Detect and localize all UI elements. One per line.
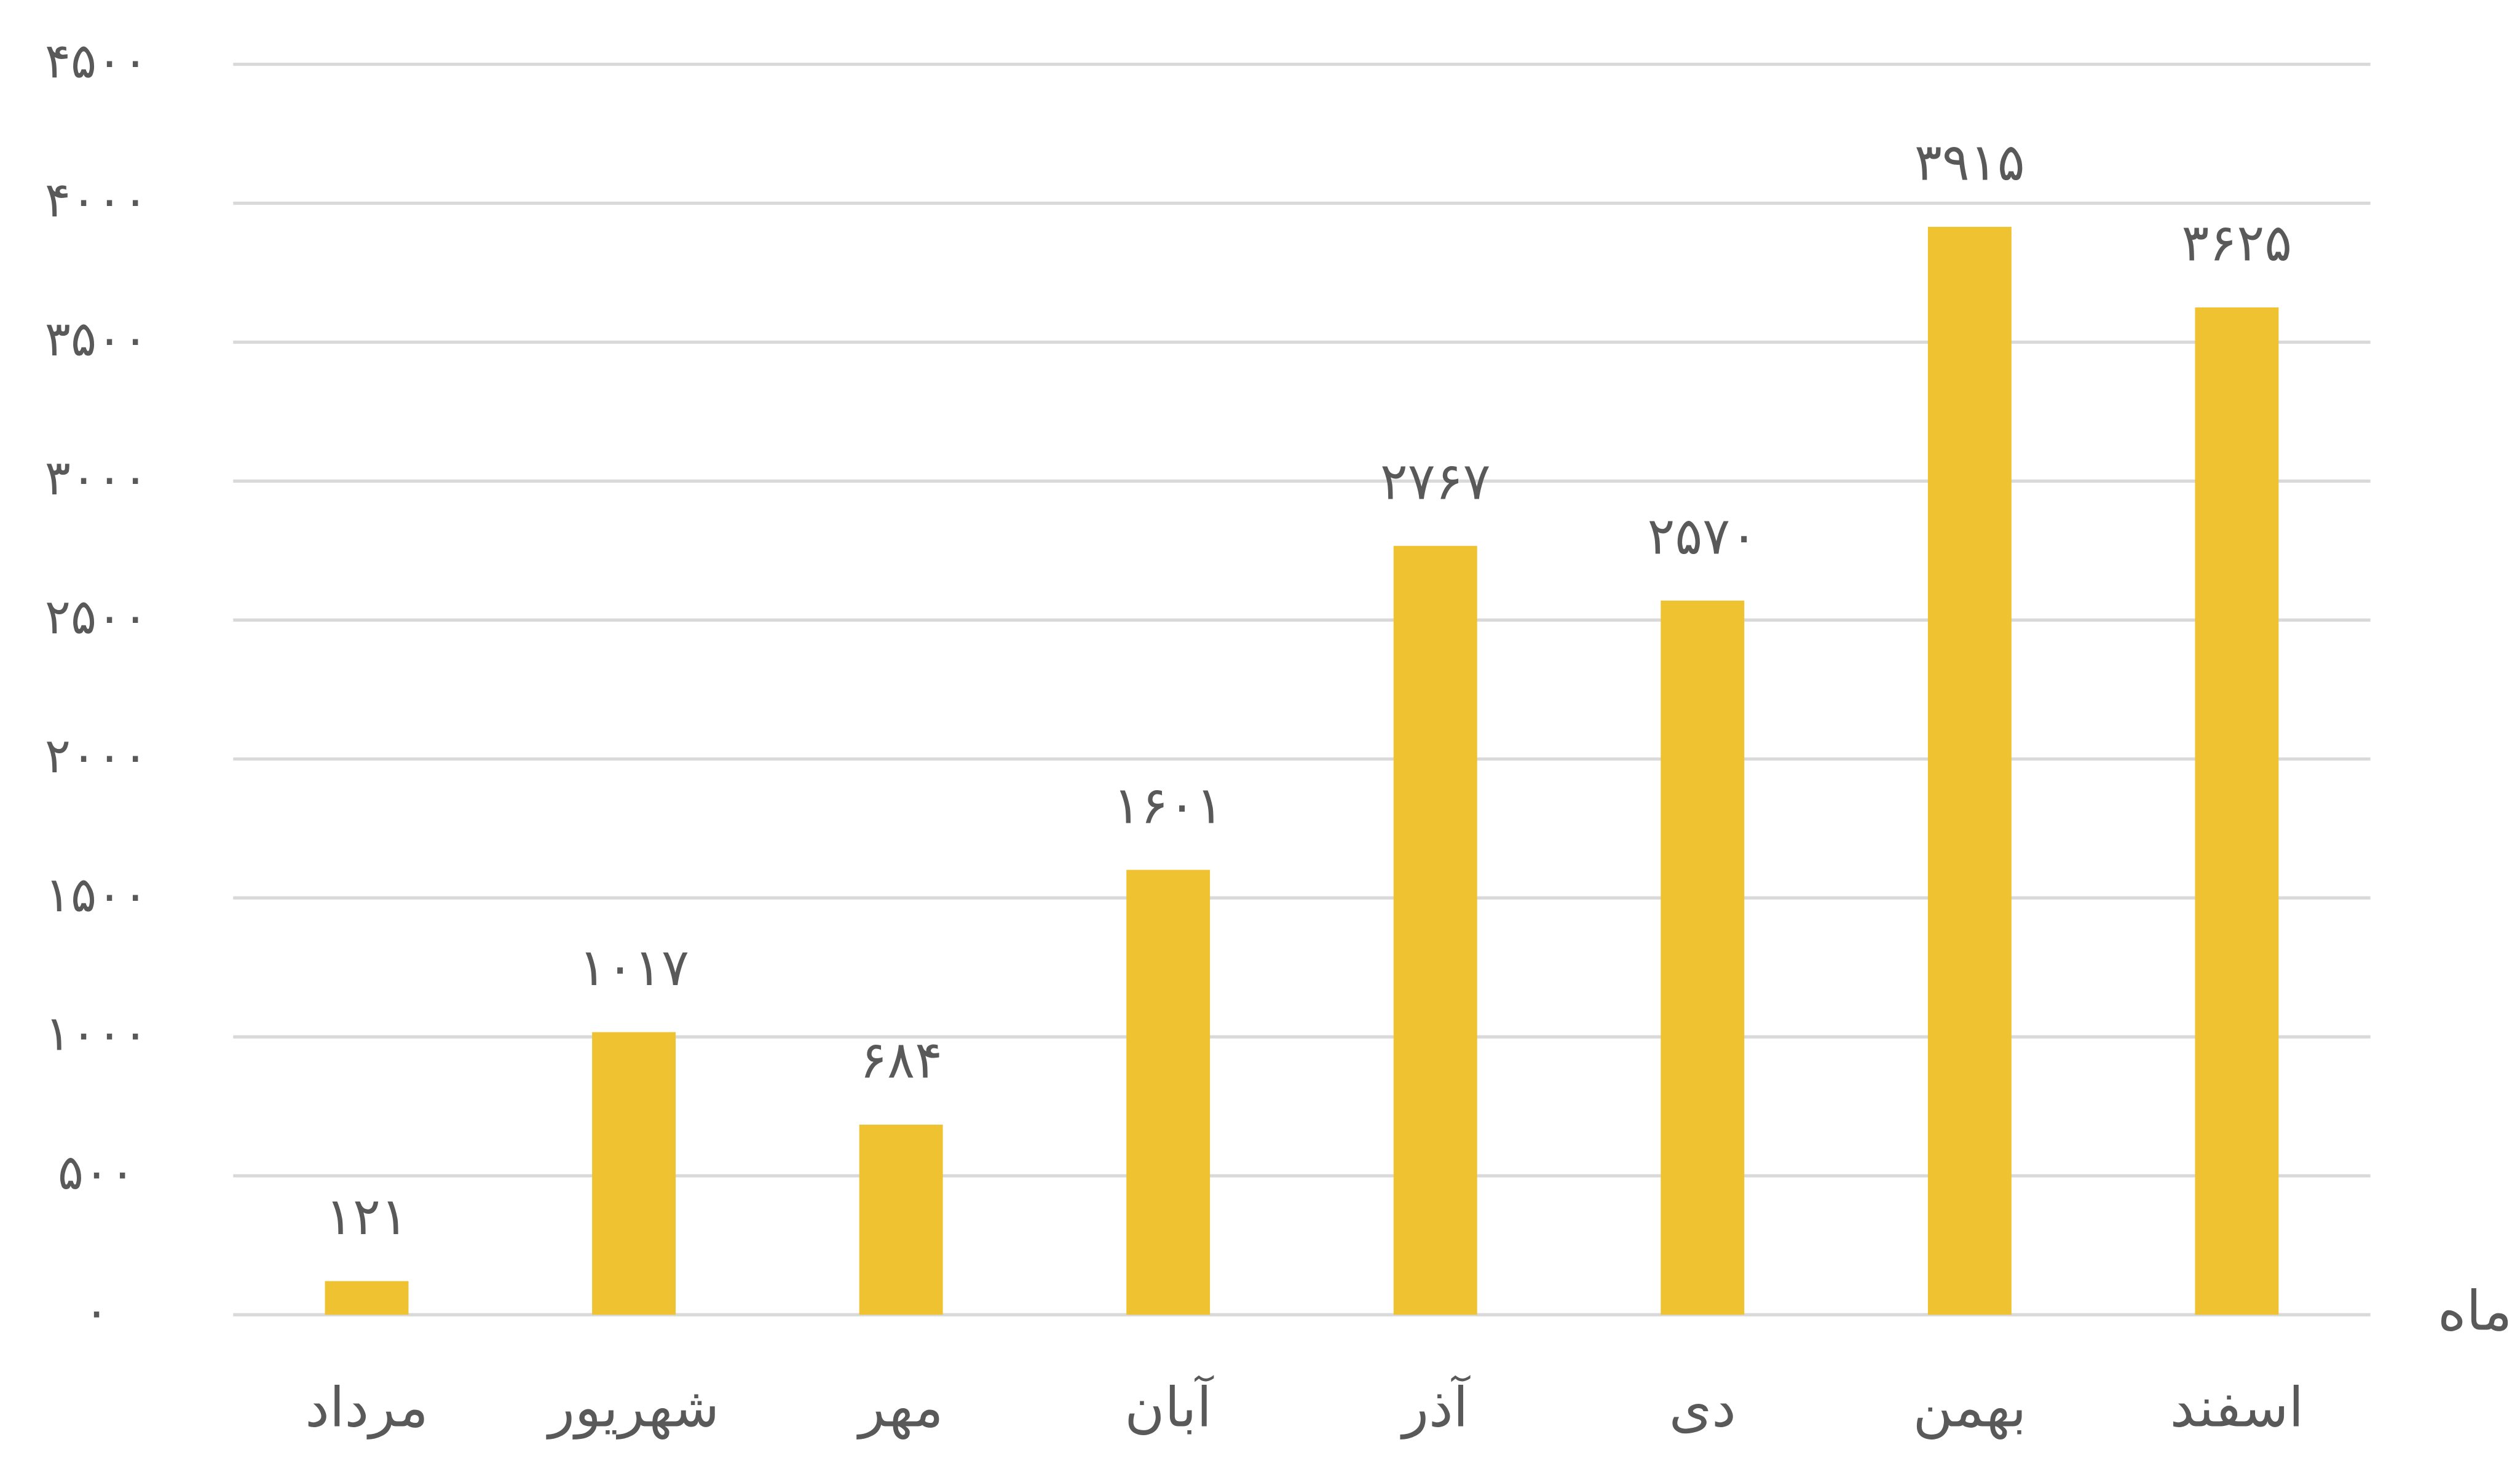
y-tick-label: ۴۵۰۰ xyxy=(45,33,148,89)
data-label: ۱۶۰۱ xyxy=(1113,775,1223,835)
bar xyxy=(1661,600,1745,1315)
y-tick-label: ۴۰۰۰ xyxy=(45,172,148,228)
bar xyxy=(592,1032,676,1315)
x-tick-label: آذر xyxy=(1400,1374,1470,1439)
x-tick-label: بهمن xyxy=(1913,1376,2026,1439)
data-label: ۳۶۲۵ xyxy=(2182,213,2293,273)
y-tick-label: ۵۰۰ xyxy=(58,1145,135,1201)
x-tick-label: شهریور xyxy=(546,1376,719,1439)
x-axis-label: ماه xyxy=(2438,1280,2512,1343)
data-label: ۲۷۶۷ xyxy=(1380,451,1491,511)
data-label: ۱۲۱ xyxy=(325,1186,408,1246)
x-tick-label: مهر xyxy=(856,1376,944,1439)
y-tick-label: ۲۵۰۰ xyxy=(45,589,148,645)
x-tick-label: دی xyxy=(1669,1376,1736,1439)
data-label: ۲۵۷۰ xyxy=(1647,505,1758,566)
x-tick-label: اسفند xyxy=(2170,1376,2304,1439)
data-label: ۶۸۴ xyxy=(859,1030,942,1090)
bar xyxy=(1393,545,1477,1315)
x-tick-label: آبان xyxy=(1124,1374,1214,1439)
bar xyxy=(325,1281,409,1315)
bar xyxy=(1927,226,2012,1315)
y-tick-label: ۱۰۰۰ xyxy=(45,1006,148,1062)
y-tick-label: ۲۰۰۰ xyxy=(45,728,148,784)
y-tick-label: ۰ xyxy=(84,1284,109,1340)
y-tick-label: ۳۵۰۰ xyxy=(45,311,148,367)
bar xyxy=(859,1125,943,1315)
data-label: ۱۰۱۷ xyxy=(579,937,689,997)
y-tick-label: ۳۰۰۰ xyxy=(45,450,148,506)
bar xyxy=(2195,307,2279,1315)
x-tick-label: مرداد xyxy=(305,1376,428,1439)
y-tick-label: ۱۵۰۰ xyxy=(45,867,148,923)
data-label: ۳۹۱۵ xyxy=(1914,132,2025,192)
bar xyxy=(1126,869,1211,1315)
